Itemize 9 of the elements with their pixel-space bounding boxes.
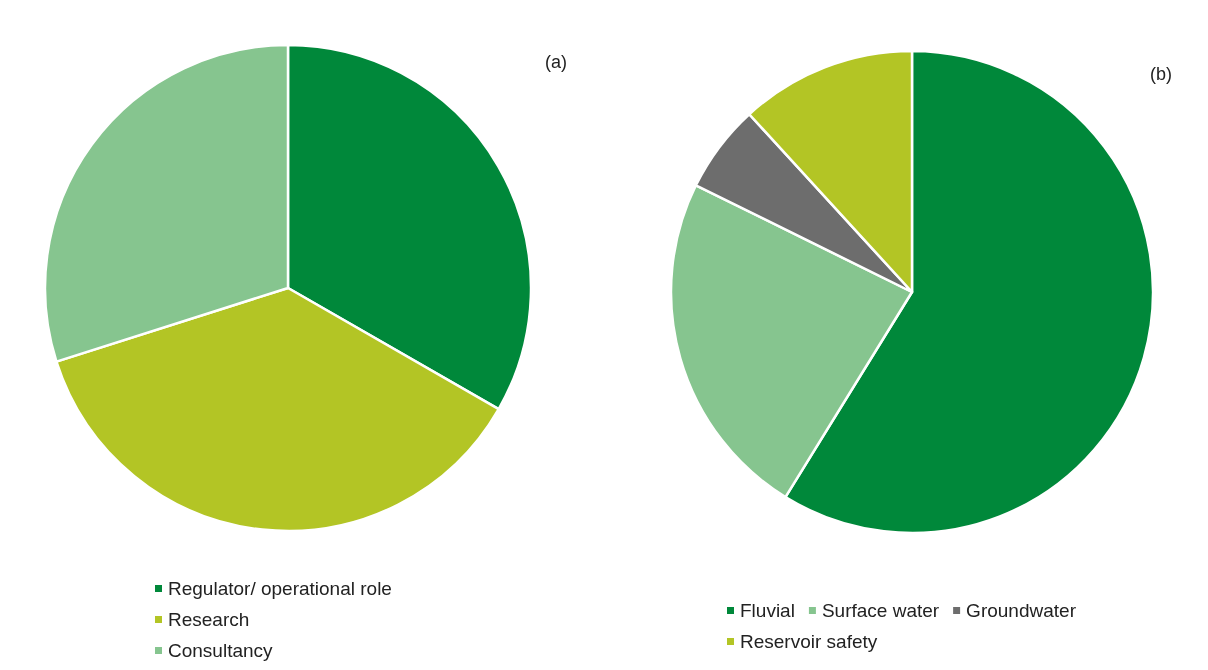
legend-label: Reservoir safety bbox=[740, 631, 878, 652]
text: (b) bbox=[1150, 64, 1172, 84]
legend-label: Surface water bbox=[821, 600, 940, 621]
legend-label: Regulator/ operational role bbox=[168, 578, 392, 599]
legend-label: Research bbox=[168, 609, 250, 630]
legend-label: Groundwater bbox=[966, 600, 1077, 621]
legend-label: Fluvial bbox=[740, 600, 795, 621]
chart-title: (a) bbox=[545, 52, 567, 72]
legend-label: Consultancy bbox=[168, 640, 274, 661]
